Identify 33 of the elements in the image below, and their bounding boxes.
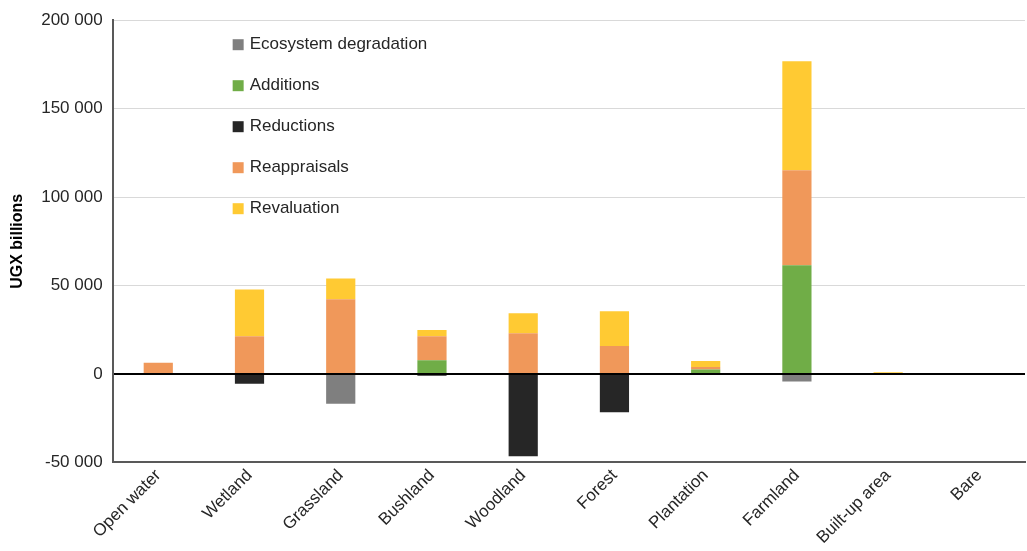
- bar: [417, 360, 447, 373]
- bar: [326, 374, 356, 404]
- y-tick-label: 0: [93, 363, 103, 383]
- y-tick-label: -50 000: [44, 452, 103, 472]
- y-axis-title: UGX billions: [8, 193, 26, 289]
- bar: [782, 265, 812, 373]
- legend-label: Ecosystem degradation: [249, 33, 428, 53]
- bar: [234, 336, 265, 373]
- bar: [417, 336, 447, 361]
- bar: [599, 346, 630, 373]
- bar: [143, 362, 173, 373]
- y-tick-label: 150 000: [41, 98, 103, 118]
- bar: [691, 361, 721, 367]
- y-tick-label: 50 000: [50, 275, 103, 295]
- bar: [508, 374, 538, 457]
- bar: [326, 299, 356, 373]
- y-tick-label: 200 000: [41, 9, 103, 29]
- bar: [599, 374, 630, 413]
- bar: [326, 278, 356, 300]
- bar: [599, 311, 630, 347]
- bar: [508, 333, 538, 373]
- bar: [782, 61, 812, 171]
- legend-label: Reappraisals: [249, 156, 349, 176]
- bar: [234, 289, 265, 337]
- bar: [782, 374, 812, 382]
- bar: [782, 170, 812, 266]
- legend-label: Reductions: [249, 115, 335, 135]
- y-tick-label: 100 000: [41, 186, 103, 206]
- legend-label: Revaluation: [249, 197, 340, 217]
- bar: [234, 374, 265, 384]
- legend-label: Additions: [249, 74, 320, 94]
- bar: [417, 329, 447, 337]
- bar: [508, 313, 538, 334]
